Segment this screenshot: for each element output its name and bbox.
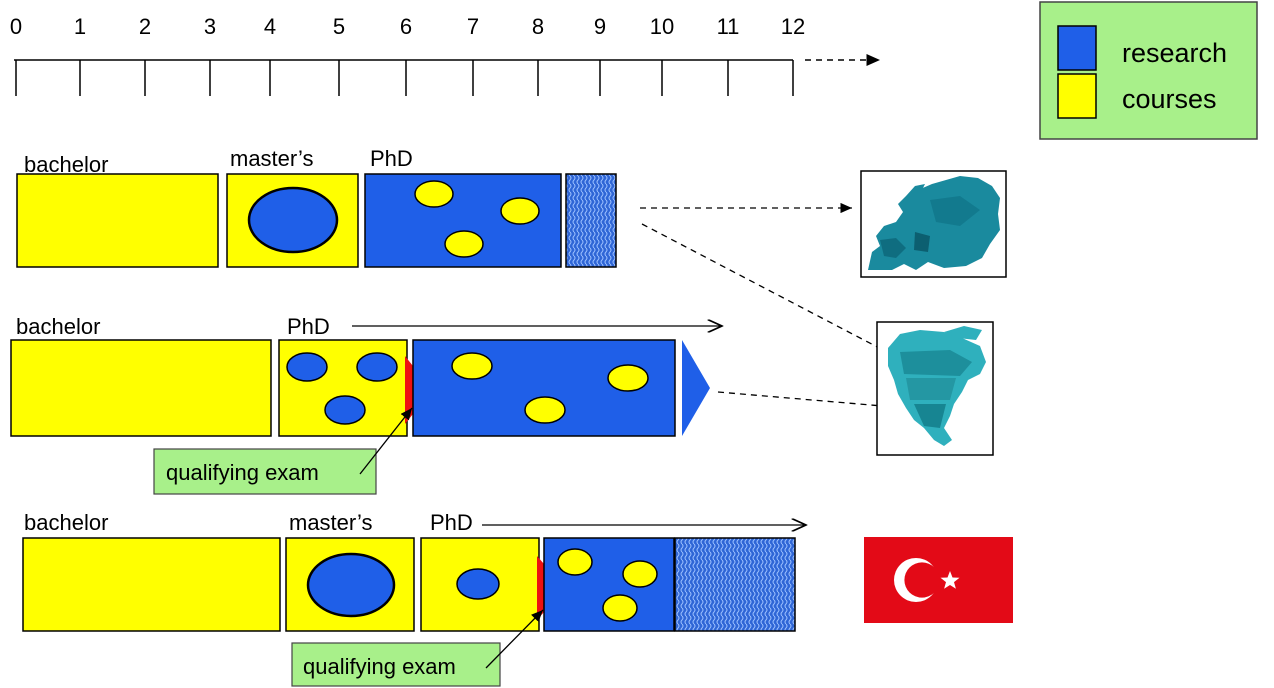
row-north-america: bachelor PhD qualifying exam [10,314,907,495]
row1-bachelor-block [16,173,219,268]
timeline-tick-label: 9 [594,14,606,39]
row3-masters-research-ellipse [306,552,396,618]
row2-phd-course-ellipse [524,396,566,424]
row3-research-ellipse [456,568,500,600]
row2-research-ellipse [324,395,366,425]
row3-exam-callout-label: qualifying exam [303,654,456,679]
turkey-flag-icon [864,537,1013,623]
row-turkey: bachelor master’s PhD qualifying exam [22,510,806,687]
row1-phd-course-ellipse [444,230,484,258]
row1-phd-course-ellipse [414,180,454,208]
row3-optional-research-block [674,537,796,632]
row1-phd-course-ellipse [500,197,540,225]
row2-phd-course-ellipse [607,364,649,392]
row2-research-ellipse [356,352,398,382]
row1-phd-label: PhD [370,146,413,171]
row2-exam-pointer [359,407,413,475]
row3-bachelor-label: bachelor [24,510,108,535]
timeline-tick-label: 1 [74,14,86,39]
row3-exam-pointer [485,609,544,669]
legend-research-label: research [1122,38,1227,68]
timeline-tick-label: 6 [400,14,412,39]
row3-phd-course-ellipse [602,594,638,622]
legend-courses-label: courses [1122,84,1217,114]
timeline-tick-label: 10 [650,14,674,39]
row3-exam-callout [291,642,501,687]
north-america-map-icon [876,321,994,456]
timeline-tick-label: 2 [139,14,151,39]
row1-masters-research-ellipse [247,186,339,254]
timeline-tick-label: 4 [264,14,276,39]
legend-courses-swatch [1057,73,1097,119]
row3-phd-label: PhD [430,510,473,535]
row2-exam-callout-label: qualifying exam [166,460,319,485]
row2-research-ellipse [286,352,328,382]
timeline-tick-label: 5 [333,14,345,39]
legend: research courses [1039,1,1258,140]
row2-phd-continuation-arrowhead [682,340,710,436]
row2-exam-callout [153,448,377,495]
timeline-tick-label: 12 [781,14,805,39]
row3-phd-course-ellipse [557,548,593,576]
row1-optional-research-block [565,173,617,268]
timeline-tick-label: 3 [204,14,216,39]
timeline-tick-label: 7 [467,14,479,39]
row1-masters-label: master’s [230,146,314,171]
row3-bachelor-block [22,537,281,632]
row2-phd-course-ellipse [451,352,493,380]
row2-arrow-to-north-america [717,391,907,413]
timeline-tick-label: 11 [717,14,740,39]
row2-bachelor-label: bachelor [16,314,100,339]
timeline: 0 1 2 3 4 5 6 7 8 9 10 11 12 [10,14,880,96]
row1-arrow-to-north-america [641,223,907,363]
timeline-tick-label: 8 [532,14,544,39]
europe-map-icon [860,170,1007,278]
row2-phd-label: PhD [287,314,330,339]
row-europe: bachelor master’s PhD [16,146,907,363]
row3-masters-label: master’s [289,510,373,535]
timeline-tick-label: 0 [10,14,22,39]
row2-bachelor-block [10,339,272,437]
row3-phd-course-ellipse [622,560,658,588]
row1-bachelor-label: bachelor [24,152,108,177]
legend-research-swatch [1057,25,1097,71]
